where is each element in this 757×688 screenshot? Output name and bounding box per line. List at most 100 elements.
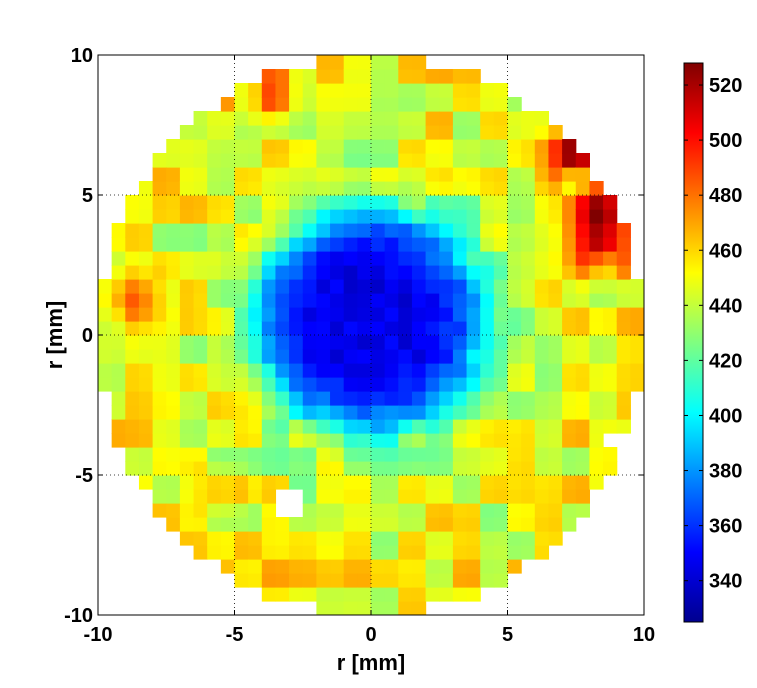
heatmap-cell [411, 335, 427, 350]
heatmap-cell [261, 545, 277, 560]
heatmap-cell [425, 447, 440, 462]
heatmap-cell [261, 489, 277, 504]
heatmap-cell [534, 111, 550, 126]
heatmap-cell [220, 559, 236, 574]
heatmap-cell [466, 545, 481, 560]
heatmap-cell [616, 307, 631, 322]
heatmap-cell [534, 391, 550, 406]
heatmap-cell [439, 83, 454, 98]
heatmap-cell [507, 391, 522, 406]
heatmap-cell [330, 489, 345, 504]
heatmap-cell [411, 391, 427, 406]
heatmap-cell [452, 83, 468, 98]
heatmap-cell [425, 545, 440, 560]
heatmap-cell [234, 489, 249, 504]
heatmap-cell [207, 377, 222, 392]
heatmap-cell [357, 181, 372, 196]
heatmap-cell [248, 279, 263, 294]
heatmap-cell [261, 139, 277, 154]
heatmap-cell [480, 321, 495, 336]
heatmap-cell [411, 587, 427, 602]
heatmap-cell [248, 363, 263, 378]
heatmap-cell [166, 475, 181, 490]
heatmap-cell [439, 251, 454, 266]
heatmap-cell [452, 475, 468, 490]
heatmap-cell [384, 167, 399, 182]
heatmap-cell [507, 433, 522, 448]
heatmap-cell [316, 237, 331, 252]
y-axis: -10 -5 0 5 10 [64, 45, 644, 627]
heatmap-cell [398, 433, 413, 448]
heatmap-cell [603, 447, 618, 462]
heatmap-cell [398, 223, 413, 238]
heatmap-cell [179, 349, 195, 364]
heatmap-cell [316, 251, 331, 266]
heatmap-cell [411, 111, 427, 126]
heatmap-cell [207, 265, 222, 280]
heatmap-cell [357, 601, 372, 615]
heatmap-cell [507, 209, 522, 224]
heatmap-cell [439, 237, 454, 252]
heatmap-cell [521, 433, 536, 448]
heatmap-cell [439, 97, 454, 112]
heatmap-cell [548, 195, 563, 210]
heatmap-cell [248, 223, 263, 238]
heatmap-cell [166, 251, 181, 266]
heatmap-cell [548, 517, 563, 532]
heatmap-cell [261, 559, 277, 574]
heatmap-cell [234, 517, 249, 532]
heatmap-cell [220, 475, 236, 490]
heatmap-cell [425, 461, 440, 476]
heatmap-cell [534, 447, 550, 462]
heatmap-cell [248, 209, 263, 224]
heatmap-cell [275, 265, 290, 280]
heatmap-cell [125, 251, 140, 266]
heatmap-cell [302, 97, 317, 112]
heatmap-cell [111, 279, 126, 294]
heatmap-cell [302, 83, 317, 98]
heatmap-cell [343, 321, 358, 336]
heatmap-cell [343, 139, 358, 154]
heatmap-cell [548, 251, 563, 266]
heatmap-cell [452, 97, 468, 112]
heatmap-cell [289, 181, 304, 196]
heatmap-cell [138, 419, 154, 434]
heatmap-cell [357, 83, 372, 98]
heatmap-cell [452, 307, 468, 322]
heatmap-cell [234, 195, 249, 210]
heatmap-cell [548, 433, 563, 448]
heatmap-cell [316, 279, 331, 294]
heatmap-cell [152, 447, 167, 462]
heatmap-cell [439, 419, 454, 434]
heatmap-cell [384, 83, 399, 98]
heatmap-cell [357, 377, 372, 392]
heatmap-cell [357, 489, 372, 504]
heatmap-cell [316, 55, 331, 70]
heatmap-cell [603, 237, 618, 252]
heatmap-cell [98, 321, 113, 336]
heatmap-cell [466, 321, 481, 336]
heatmap-cell [316, 111, 331, 126]
heatmap-cell [193, 433, 208, 448]
heatmap-cell [111, 237, 126, 252]
heatmap-cell [480, 391, 495, 406]
heatmap-cell [493, 181, 509, 196]
heatmap-cell [425, 279, 440, 294]
heatmap-cell [534, 503, 550, 518]
heatmap-cell [411, 349, 427, 364]
heatmap-cell [179, 181, 195, 196]
heatmap-cell [507, 447, 522, 462]
heatmap-cell [521, 447, 536, 462]
heatmap-cell [302, 321, 317, 336]
heatmap-cell [521, 349, 536, 364]
heatmap-cell [234, 153, 249, 168]
heatmap-cell [248, 181, 263, 196]
heatmap-cell [316, 545, 331, 560]
heatmap-cell [193, 293, 208, 308]
heatmap-cell [330, 223, 345, 238]
heatmap-cell [603, 223, 618, 238]
heatmap-cell [616, 251, 631, 266]
heatmap-cell [616, 321, 631, 336]
heatmap-cell [439, 573, 454, 588]
heatmap-cell [179, 293, 195, 308]
